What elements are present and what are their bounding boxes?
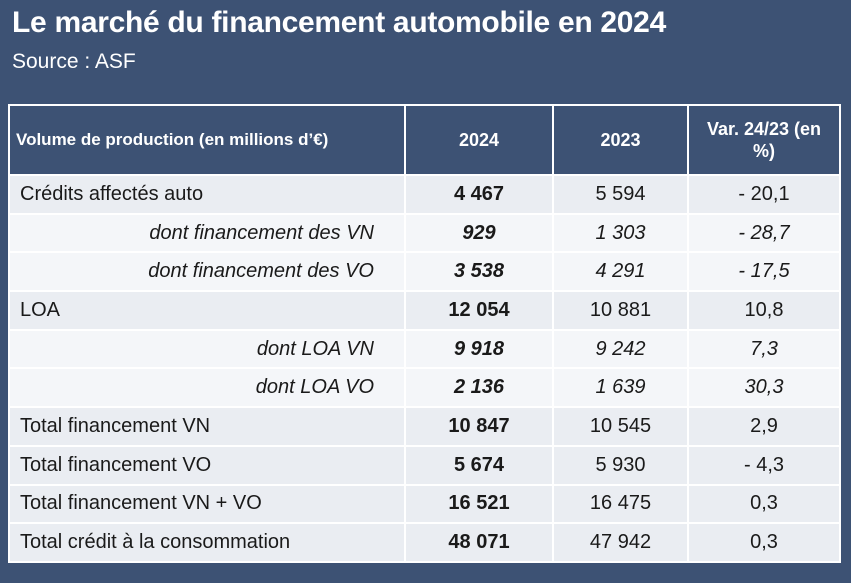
- value-variation: 0,3: [687, 483, 841, 525]
- value-variation: - 17,5: [687, 251, 841, 293]
- row-label: Total financement VN: [8, 406, 406, 447]
- header-volume: Volume de production (en millions d’€): [8, 104, 406, 176]
- row-label: Total crédit à la consommation: [8, 522, 406, 563]
- value-variation: 30,3: [687, 367, 841, 409]
- value-2023: 5 594: [552, 174, 689, 215]
- table-row: dont financement des VO 3 538 4 291 - 17…: [8, 251, 841, 293]
- source-label: Source : ASF: [12, 50, 136, 73]
- value-variation: 2,9: [687, 406, 841, 447]
- value-variation: 7,3: [687, 328, 841, 370]
- row-label: dont LOA VO: [8, 367, 406, 409]
- row-label: Crédits affectés auto: [8, 174, 406, 215]
- row-label: LOA: [8, 290, 406, 331]
- value-2023: 5 930: [552, 444, 689, 486]
- table-row: dont LOA VN 9 918 9 242 7,3: [8, 328, 841, 370]
- header-2024: 2024: [404, 104, 554, 176]
- header-variation: Var. 24/23 (en %): [687, 104, 841, 176]
- financing-table-container: Volume de production (en millions d’€) 2…: [8, 104, 841, 563]
- financing-table: Volume de production (en millions d’€) 2…: [8, 104, 841, 563]
- value-2024: 929: [404, 212, 554, 254]
- row-label: dont financement des VN: [8, 212, 406, 254]
- value-variation: 10,8: [687, 290, 841, 331]
- value-variation: - 20,1: [687, 174, 841, 215]
- row-label: dont financement des VO: [8, 251, 406, 293]
- table-row: Total financement VN 10 847 10 545 2,9: [8, 406, 841, 447]
- value-2024: 10 847: [404, 406, 554, 447]
- value-2023: 47 942: [552, 522, 689, 563]
- value-variation: - 28,7: [687, 212, 841, 254]
- value-2023: 9 242: [552, 328, 689, 370]
- value-2024: 3 538: [404, 251, 554, 293]
- table-row: Total financement VO 5 674 5 930 - 4,3: [8, 444, 841, 486]
- value-2023: 1 639: [552, 367, 689, 409]
- value-2024: 4 467: [404, 174, 554, 215]
- value-2023: 10 881: [552, 290, 689, 331]
- value-2024: 9 918: [404, 328, 554, 370]
- value-2023: 16 475: [552, 483, 689, 525]
- table-row: Total financement VN + VO 16 521 16 475 …: [8, 483, 841, 525]
- page-title: Le marché du financement automobile en 2…: [12, 6, 666, 39]
- value-2024: 2 136: [404, 367, 554, 409]
- value-2024: 12 054: [404, 290, 554, 331]
- value-2023: 10 545: [552, 406, 689, 447]
- value-2024: 5 674: [404, 444, 554, 486]
- table-row: dont LOA VO 2 136 1 639 30,3: [8, 367, 841, 409]
- value-variation: - 4,3: [687, 444, 841, 486]
- value-2023: 1 303: [552, 212, 689, 254]
- value-2023: 4 291: [552, 251, 689, 293]
- header-2023: 2023: [552, 104, 689, 176]
- table-row: dont financement des VN 929 1 303 - 28,7: [8, 212, 841, 254]
- table-row: Total crédit à la consommation 48 071 47…: [8, 522, 841, 563]
- value-2024: 48 071: [404, 522, 554, 563]
- row-label: dont LOA VN: [8, 328, 406, 370]
- table-header-row: Volume de production (en millions d’€) 2…: [8, 104, 841, 176]
- table-row: Crédits affectés auto 4 467 5 594 - 20,1: [8, 174, 841, 215]
- row-label: Total financement VO: [8, 444, 406, 486]
- table-row: LOA 12 054 10 881 10,8: [8, 290, 841, 331]
- row-label: Total financement VN + VO: [8, 483, 406, 525]
- value-variation: 0,3: [687, 522, 841, 563]
- value-2024: 16 521: [404, 483, 554, 525]
